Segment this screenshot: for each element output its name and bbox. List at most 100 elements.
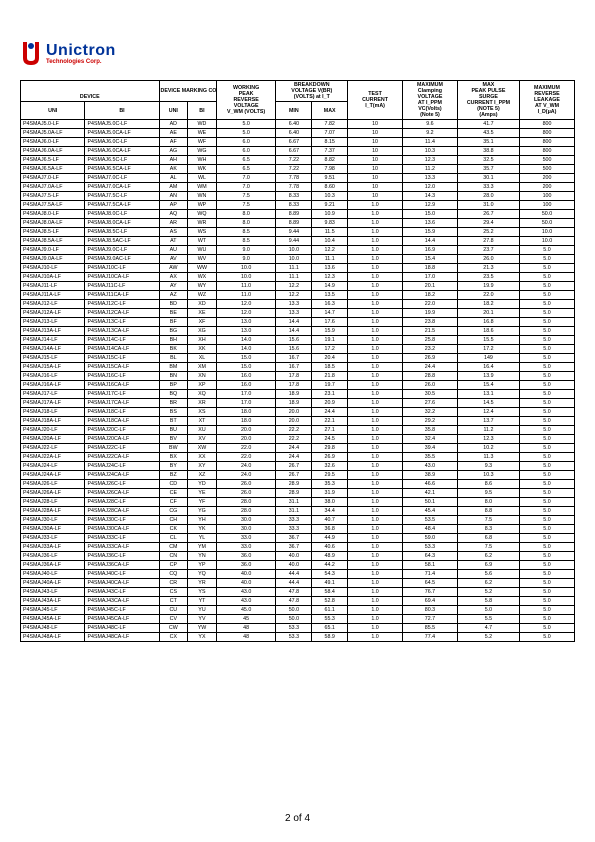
table-cell: AG xyxy=(159,147,188,156)
table-cell: 5.0 xyxy=(519,543,574,552)
table-cell: 15.0 xyxy=(216,363,276,372)
table-cell: P4SMAJ7.0-LF xyxy=(21,174,85,183)
table-cell: 9.2 xyxy=(403,129,458,138)
table-cell: P4SMAJ24C-LF xyxy=(85,462,159,471)
table-cell: 1.0 xyxy=(348,327,403,336)
table-cell: XZ xyxy=(188,471,217,480)
table-cell: 17.0 xyxy=(216,399,276,408)
table-cell: P4SMAJ30A-LF xyxy=(21,525,85,534)
table-cell: 7.37 xyxy=(312,147,348,156)
table-cell: 1.0 xyxy=(348,381,403,390)
table-cell: 43.0 xyxy=(216,597,276,606)
table-cell: P4SMAJ40C-LF xyxy=(85,570,159,579)
table-cell: 1.0 xyxy=(348,543,403,552)
table-cell: CK xyxy=(159,525,188,534)
table-cell: AW xyxy=(159,264,188,273)
table-cell: 23.7 xyxy=(457,246,519,255)
table-cell: WL xyxy=(188,174,217,183)
table-cell: 58.4 xyxy=(312,588,348,597)
table-cell: 800 xyxy=(519,129,574,138)
spec-table: DEVICE DEVICE MARKING CODE WORKING PEAK … xyxy=(20,80,575,642)
table-cell: 5.0 xyxy=(519,570,574,579)
table-cell: 8.33 xyxy=(276,201,312,210)
hdr-peak: MAX PEAK PULSE SURGE CURRENT I_PPM (NOTE… xyxy=(457,81,519,120)
table-cell: 36.8 xyxy=(312,525,348,534)
table-cell: YH xyxy=(188,516,217,525)
table-cell: P4SMAJ9.0A-LF xyxy=(21,255,85,264)
table-cell: BF xyxy=(159,318,188,327)
table-cell: 18.8 xyxy=(403,264,458,273)
table-cell: 40.6 xyxy=(312,543,348,552)
table-cell: P4SMAJ5.0C-LF xyxy=(85,120,159,129)
table-cell: 11.0 xyxy=(216,282,276,291)
table-cell: AR xyxy=(159,219,188,228)
table-cell: 5.0 xyxy=(519,597,574,606)
table-cell: 17.8 xyxy=(276,372,312,381)
table-row: P4SMAJ28A-LFP4SMAJ28CA-LFCGYG28.031.134.… xyxy=(21,507,575,516)
table-cell: 40.0 xyxy=(276,561,312,570)
table-cell: 36.0 xyxy=(216,552,276,561)
table-cell: 13.0 xyxy=(216,327,276,336)
table-cell: 9.21 xyxy=(312,201,348,210)
table-cell: 23.1 xyxy=(312,390,348,399)
table-cell: 9.44 xyxy=(276,237,312,246)
table-cell: 6.67 xyxy=(276,147,312,156)
table-cell: 5.2 xyxy=(457,588,519,597)
table-cell: 16.0 xyxy=(216,381,276,390)
table-cell: 5.0 xyxy=(519,309,574,318)
table-cell: 32.5 xyxy=(457,156,519,165)
table-cell: P4SMAJ12C-LF xyxy=(85,300,159,309)
table-row: P4SMAJ20-LFP4SMAJ20C-LFBUXU20.022.227.11… xyxy=(21,426,575,435)
table-cell: 85.5 xyxy=(403,624,458,633)
table-cell: 40.0 xyxy=(216,579,276,588)
table-cell: 24.4 xyxy=(312,408,348,417)
table-cell: P4SMAJ18-LF xyxy=(21,408,85,417)
table-cell: P4SMAJ7.5-LF xyxy=(21,192,85,201)
table-cell: 13.9 xyxy=(457,372,519,381)
table-cell: P4SMAJ7.5C-LF xyxy=(85,192,159,201)
table-cell: 1.0 xyxy=(348,264,403,273)
table-cell: P4SMAJ26CA-LF xyxy=(85,489,159,498)
table-cell: 5.0 xyxy=(519,453,574,462)
table-cell: 5.0 xyxy=(519,255,574,264)
table-cell: 18.0 xyxy=(216,417,276,426)
table-cell: 23.8 xyxy=(403,318,458,327)
table-cell: 18.5 xyxy=(312,363,348,372)
table-cell: BT xyxy=(159,417,188,426)
table-cell: WP xyxy=(188,201,217,210)
table-row: P4SMAJ30A-LFP4SMAJ30CA-LFCKYK30.033.336.… xyxy=(21,525,575,534)
table-cell: 35.5 xyxy=(403,453,458,462)
table-cell: YR xyxy=(188,579,217,588)
table-cell: 800 xyxy=(519,138,574,147)
table-cell: BN xyxy=(159,372,188,381)
table-cell: P4SMAJ6.5C-LF xyxy=(85,156,159,165)
table-cell: 10.2 xyxy=(457,444,519,453)
table-cell: 5.0 xyxy=(519,606,574,615)
table-cell: 30.5 xyxy=(403,390,458,399)
table-row: P4SMAJ28-LFP4SMAJ28C-LFCFYF28.031.138.01… xyxy=(21,498,575,507)
table-cell: P4SMAJ24A-LF xyxy=(21,471,85,480)
table-cell: 12.0 xyxy=(216,309,276,318)
table-cell: 5.0 xyxy=(519,615,574,624)
table-cell: XW xyxy=(188,444,217,453)
table-cell: 21.3 xyxy=(457,264,519,273)
table-cell: 34.4 xyxy=(312,507,348,516)
table-row: P4SMAJ8.0A-LFP4SMAJ8.0CA-LFARWR8.08.899.… xyxy=(21,219,575,228)
table-cell: 26.7 xyxy=(276,462,312,471)
table-cell: 5.2 xyxy=(457,633,519,642)
table-cell: P4SMAJ8.0C-LF xyxy=(85,210,159,219)
hdr-mc-bi: BI xyxy=(188,102,217,120)
table-cell: 44.9 xyxy=(312,534,348,543)
table-cell: P4SMAJ13-LF xyxy=(21,318,85,327)
table-cell: 38.0 xyxy=(312,498,348,507)
table-cell: 44.4 xyxy=(276,579,312,588)
table-cell: 12.3 xyxy=(312,273,348,282)
table-cell: 7.0 xyxy=(216,174,276,183)
table-cell: 6.2 xyxy=(457,552,519,561)
table-cell: BW xyxy=(159,444,188,453)
table-cell: 10.0 xyxy=(519,228,574,237)
table-cell: 1.0 xyxy=(348,273,403,282)
table-cell: 35.7 xyxy=(457,165,519,174)
table-cell: 72.7 xyxy=(403,615,458,624)
logo: Unictron Technologies Corp. xyxy=(20,40,575,68)
